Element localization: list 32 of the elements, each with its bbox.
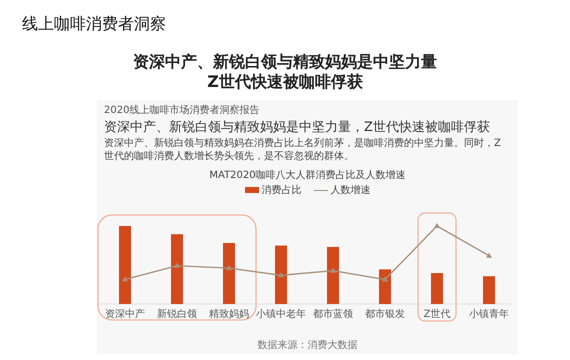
bar bbox=[431, 273, 443, 304]
text: 2020线上咖啡市场消费者洞察报告 bbox=[104, 104, 260, 117]
x-tick-label: 小镇中老年 bbox=[256, 308, 306, 320]
bar bbox=[119, 226, 131, 304]
x-tick-label: 资深中产 bbox=[105, 308, 145, 320]
text: 资深中产、新锐白领与精致妈妈在消费占比上名列前茅，是咖啡消费的中坚力量。同时，Z世代的咖啡消费人数增长势头领先，是不容忽视的群体。 bbox=[104, 137, 502, 163]
chart-title: MAT2020咖啡八大人群消费占比及人数增速 bbox=[208, 168, 407, 182]
x-tick-label: 新锐白领 bbox=[157, 308, 197, 320]
x-tick-label: Z世代 bbox=[424, 308, 450, 320]
point bbox=[486, 252, 492, 258]
bar bbox=[223, 243, 235, 304]
bar bbox=[379, 269, 391, 304]
legend-label: 消费占比 bbox=[260, 185, 302, 196]
bar bbox=[327, 246, 339, 304]
x-tick-label: 精致妈妈 bbox=[209, 308, 249, 320]
point bbox=[174, 262, 180, 268]
point bbox=[278, 272, 284, 278]
x-tick-label: 小镇青年 bbox=[469, 308, 509, 320]
bar bbox=[275, 246, 287, 304]
point bbox=[382, 276, 388, 282]
point bbox=[226, 265, 232, 270]
source-note: 数据来源：消费大数据 bbox=[256, 338, 358, 352]
text: 资深中产、新锐白领与精致妈妈是中坚力量 Z世代快速被咖啡俘获 bbox=[132, 52, 438, 92]
bar bbox=[483, 276, 495, 304]
text: 线上咖啡消费者洞察 bbox=[22, 14, 166, 35]
point bbox=[122, 276, 128, 282]
bar bbox=[171, 234, 183, 304]
x-tick-label: 都市蓝领 bbox=[313, 308, 353, 320]
text: 资深中产、新锐白领与精致妈妈是中坚力量，Z世代快速被咖啡俘获 bbox=[104, 119, 490, 136]
legend-label: 人数增速 bbox=[330, 185, 370, 196]
point bbox=[330, 268, 336, 273]
x-tick-label: 都市银发 bbox=[365, 308, 405, 320]
